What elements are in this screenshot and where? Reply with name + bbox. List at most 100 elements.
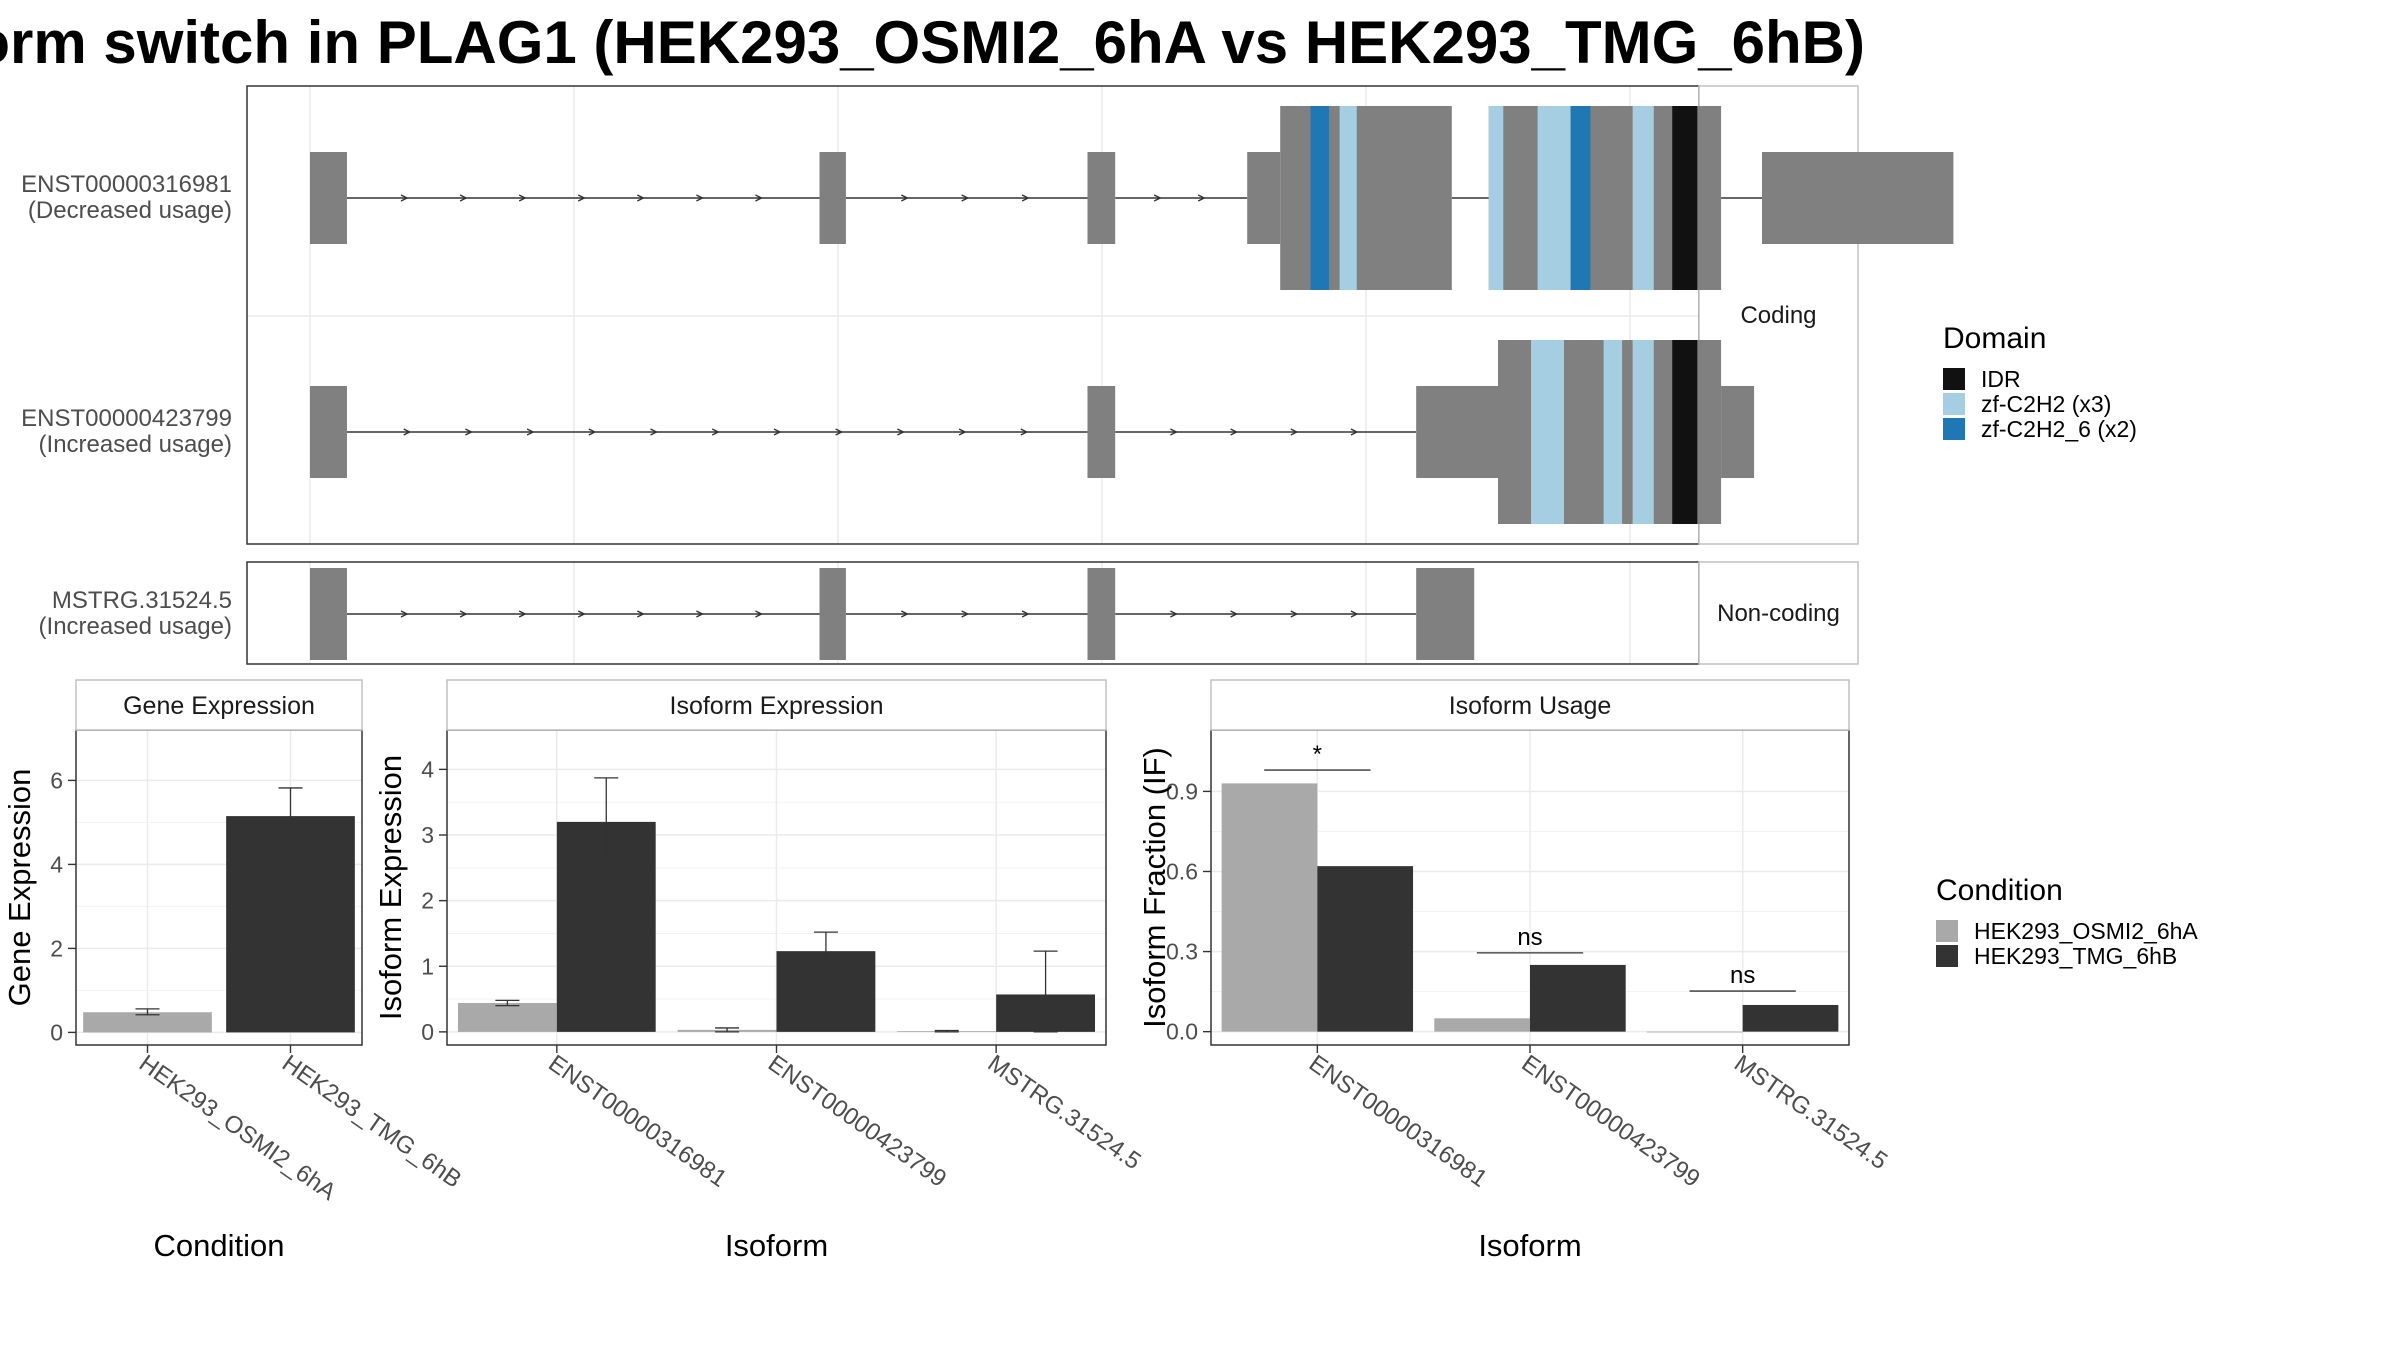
intron-arrow — [518, 194, 527, 202]
domain-zf-c2h2-x3- — [1488, 106, 1504, 290]
y-tick-label: 0 — [421, 1019, 434, 1045]
bar — [1434, 1018, 1530, 1032]
transcript-name-label: MSTRG.31524.5 — [52, 587, 232, 614]
intron-arrow — [1290, 610, 1299, 618]
significance-label: ns — [1730, 962, 1755, 989]
condition-legend-label: HEK293_OSMI2_6hA — [1974, 918, 2198, 944]
bar — [1317, 866, 1414, 1032]
intron-arrow — [897, 428, 905, 436]
x-tick-label: ENST00000423799 — [763, 1050, 951, 1193]
x-axis-title: Isoform — [1478, 1228, 1581, 1263]
intron-arrow — [1350, 610, 1359, 618]
facet-strip-label: Isoform Expression — [670, 692, 884, 720]
utr-exon — [310, 568, 347, 660]
domain-zf-c2h2-x3- — [1537, 106, 1571, 290]
utr-exon — [1247, 152, 1281, 244]
y-tick-label: 4 — [50, 851, 63, 877]
domain-legend-key — [1943, 393, 1965, 415]
utr-exon — [1762, 152, 1954, 244]
utr-exon — [819, 152, 846, 244]
facet-strip — [1698, 561, 1859, 665]
condition-legend-title: Condition — [1936, 874, 2063, 907]
bar — [1530, 964, 1626, 1032]
x-axis-title: Condition — [154, 1228, 285, 1263]
y-tick-label: 3 — [421, 822, 434, 848]
intron-arrow — [400, 194, 409, 202]
intron-arrow — [1020, 428, 1029, 436]
y-tick-label: 0.6 — [1166, 858, 1198, 884]
utr-exon — [310, 152, 347, 244]
bar — [1221, 783, 1318, 1032]
transcript-MSTRG.31524.5: MSTRG.31524.5(Increased usage) — [39, 568, 1475, 660]
facet-strip — [75, 679, 363, 731]
domain-legend-label: zf-C2H2 (x3) — [1981, 391, 2111, 417]
intron-arrow — [1170, 428, 1178, 436]
domain-idr — [1672, 340, 1698, 524]
transcript-status-label: (Increased usage) — [39, 431, 232, 458]
y-tick-label: 0.9 — [1166, 778, 1198, 804]
x-tick-label: ENST00000316981 — [543, 1050, 731, 1193]
facet-strip-label: Non-coding — [1717, 600, 1840, 627]
intron-arrow — [711, 428, 720, 436]
intron-arrow — [961, 194, 970, 202]
intron-arrow — [773, 428, 782, 436]
significance-label: * — [1313, 741, 1322, 768]
intron-arrow — [588, 428, 597, 436]
domain-zf-c2h2-6-x2- — [1570, 106, 1591, 290]
utr-exon — [1087, 386, 1116, 478]
intron-arrow — [1197, 194, 1206, 202]
domain-legend-label: zf-C2H2_6 (x2) — [1981, 416, 2137, 442]
intron-arrow — [400, 610, 409, 618]
intron-arrow — [1153, 194, 1162, 202]
y-tick-label: 1 — [421, 953, 434, 979]
domain-zf-c2h2-6-x2- — [1310, 106, 1330, 290]
intron-arrow — [1230, 610, 1239, 618]
transcript-ENST00000316981: ENST00000316981(Decreased usage) — [21, 106, 1954, 290]
y-axis-title: Isoform Fraction (IF) — [1137, 747, 1172, 1028]
x-tick-label: ENST00000316981 — [1304, 1050, 1492, 1193]
bar — [1742, 1004, 1839, 1032]
intron-arrow — [961, 610, 970, 618]
intron-arrow — [1350, 428, 1359, 436]
facet-strip-label: Coding — [1740, 302, 1816, 329]
intron-arrow — [1230, 428, 1239, 436]
y-axis-title: Gene Expression — [2, 769, 37, 1007]
transcript-structure-plot: Coding ENST00000316981(Decreased usage) EN… — [21, 85, 1954, 665]
intron-arrow — [835, 428, 844, 436]
chart-title: The isoform switch in PLAG1 (HEK293_OSMI… — [0, 9, 1865, 76]
y-tick-label: 0 — [50, 1019, 63, 1045]
intron-arrow — [459, 194, 468, 202]
bar — [226, 816, 355, 1033]
intron-arrow — [518, 610, 527, 618]
utr-exon — [1416, 568, 1475, 660]
transcript-name-label: ENST00000423799 — [21, 405, 232, 432]
transcript-status-label: (Decreased usage) — [28, 197, 232, 224]
bar-chart-2: * ns ns Isoform Usage 0.0 0.3 0.6 0.9 ENST000003… — [1137, 679, 1892, 1263]
bar-charts: Gene Expression0246HEK293_OSMI2_6hAHEK29… — [2, 679, 1892, 1263]
y-tick-label: 4 — [421, 756, 434, 782]
intron-arrow — [1021, 194, 1030, 202]
utr-exon — [1087, 152, 1116, 244]
intron-arrow — [577, 194, 586, 202]
y-tick-label: 0.3 — [1166, 939, 1198, 965]
domain-legend-label: IDR — [1981, 366, 2021, 392]
intron-arrow — [465, 428, 473, 436]
intron-arrow — [900, 610, 909, 618]
intron-arrow — [755, 610, 764, 618]
intron-arrow — [1170, 610, 1178, 618]
intron-arrow — [577, 610, 586, 618]
title-container: The isoform switch in PLAG1 (HEK293_OSMI… — [0, 0, 1865, 90]
intron-arrow — [958, 428, 967, 436]
intron-arrow — [696, 610, 704, 618]
y-tick-label: 2 — [50, 935, 63, 961]
intron-arrow — [650, 428, 659, 436]
transcript-status-label: (Increased usage) — [39, 613, 232, 640]
intron-arrow — [1290, 428, 1299, 436]
intron-arrow — [755, 194, 764, 202]
cds-exon — [1280, 106, 1452, 290]
y-tick-label: 2 — [421, 888, 434, 914]
bar — [83, 1012, 212, 1033]
